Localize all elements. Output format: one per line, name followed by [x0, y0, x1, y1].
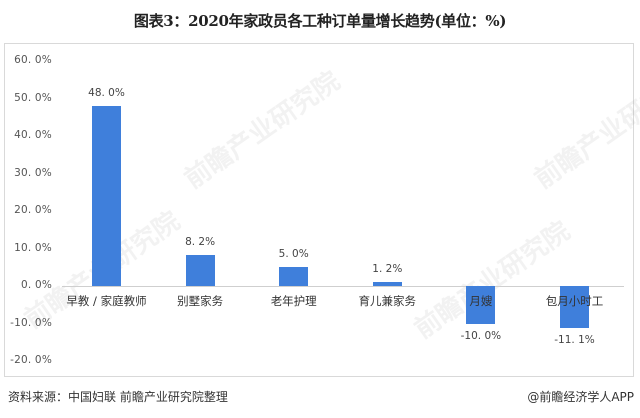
y-tick-label: -10. 0%	[10, 316, 52, 329]
chart-title: 图表3：2020年家政员各工种订单量增长趋势(单位：%)	[133, 12, 507, 30]
y-tick-label: 20. 0%	[14, 204, 52, 216]
y-tick-label: 30. 0%	[14, 166, 52, 179]
bar	[279, 267, 309, 286]
plot-frame	[4, 43, 634, 377]
source-note: 资料来源：中国妇联 前瞻产业研究院整理	[8, 390, 228, 404]
category-label: 月嫂	[469, 294, 493, 308]
zero-axis-line	[62, 286, 624, 287]
bar	[466, 286, 496, 324]
category-label: 育儿兼家务	[358, 294, 417, 308]
y-tick-label: 50. 0%	[14, 91, 52, 104]
credit-note: @前瞻经济学人APP	[527, 390, 634, 404]
value-label: 5. 0%	[278, 248, 309, 261]
category-label: 早教 / 家庭教师	[66, 294, 147, 308]
bar	[372, 281, 402, 286]
y-tick-label: 10. 0%	[14, 241, 52, 254]
y-tick-label: -20. 0%	[10, 354, 52, 366]
value-label: -10. 0%	[460, 329, 502, 342]
y-tick-label: 0. 0%	[20, 279, 52, 291]
y-tick-label: 60. 0%	[14, 54, 52, 66]
bar	[185, 255, 215, 286]
category-label: 包月小时工	[545, 294, 604, 308]
category-label: 别墅家务	[177, 294, 224, 308]
value-label: -11. 1%	[554, 333, 595, 346]
y-tick-label: 40. 0%	[14, 129, 52, 141]
value-label: 1. 2%	[372, 262, 403, 275]
value-label: 48. 0%	[88, 87, 125, 99]
bar	[560, 286, 589, 328]
value-label: 8. 2%	[185, 236, 216, 249]
bar	[92, 106, 121, 286]
category-label: 老年护理	[270, 294, 317, 308]
